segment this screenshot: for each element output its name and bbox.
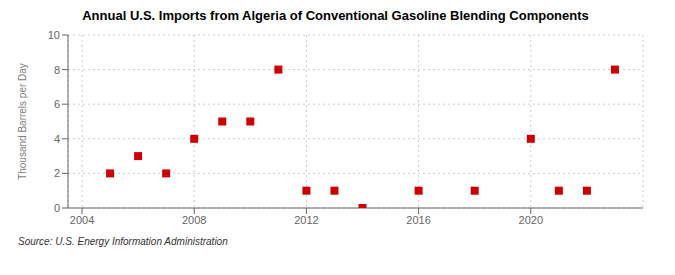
svg-text:2020: 2020	[519, 214, 543, 226]
svg-text:2016: 2016	[406, 214, 430, 226]
svg-text:8: 8	[54, 64, 60, 76]
svg-text:6: 6	[54, 98, 60, 110]
html-text:Annual U.S. Imports from Alger: Annual U.S. Imports from Algeria of Conv…	[82, 8, 589, 23]
svg-text:2: 2	[54, 167, 60, 179]
svg-text:10: 10	[48, 29, 60, 41]
svg-text:Thousand Barrels per Day: Thousand Barrels per Day	[17, 63, 28, 180]
svg-text:2004: 2004	[70, 214, 94, 226]
svg-text:4: 4	[54, 133, 60, 145]
svg-text:2008: 2008	[182, 214, 206, 226]
svg-text:2012: 2012	[294, 214, 318, 226]
svg-text:0: 0	[54, 202, 60, 214]
html-text:Source: U.S. Energy Informatio: Source: U.S. Energy Information Administ…	[18, 236, 228, 247]
